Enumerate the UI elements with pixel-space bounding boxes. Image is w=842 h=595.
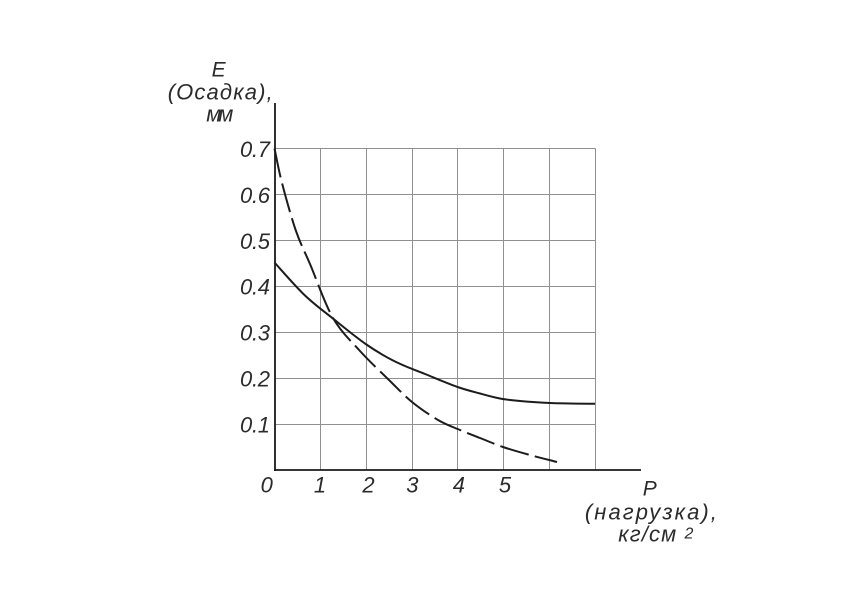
svg-text:3: 3 [406, 473, 419, 498]
svg-text:0.1: 0.1 [240, 413, 270, 438]
svg-text:5: 5 [499, 473, 512, 498]
svg-text:0.5: 0.5 [240, 229, 271, 254]
svg-text:1: 1 [314, 473, 326, 498]
svg-text:(Осадка),: (Осадка), [168, 80, 273, 105]
svg-text:4: 4 [453, 473, 465, 498]
svg-text:0.3: 0.3 [240, 321, 271, 346]
svg-text:2: 2 [361, 473, 374, 498]
svg-text:P: P [643, 478, 657, 501]
svg-text:мм: мм [206, 102, 233, 127]
svg-text:0.4: 0.4 [240, 275, 270, 300]
svg-text:0.7: 0.7 [240, 137, 271, 162]
svg-text:0.2: 0.2 [240, 367, 270, 392]
svg-text:E: E [212, 59, 227, 82]
svg-text:0.6: 0.6 [240, 183, 271, 208]
svg-text:кг/см: кг/см [618, 522, 676, 547]
svg-text:2: 2 [684, 526, 694, 543]
svg-text:0: 0 [261, 473, 274, 498]
